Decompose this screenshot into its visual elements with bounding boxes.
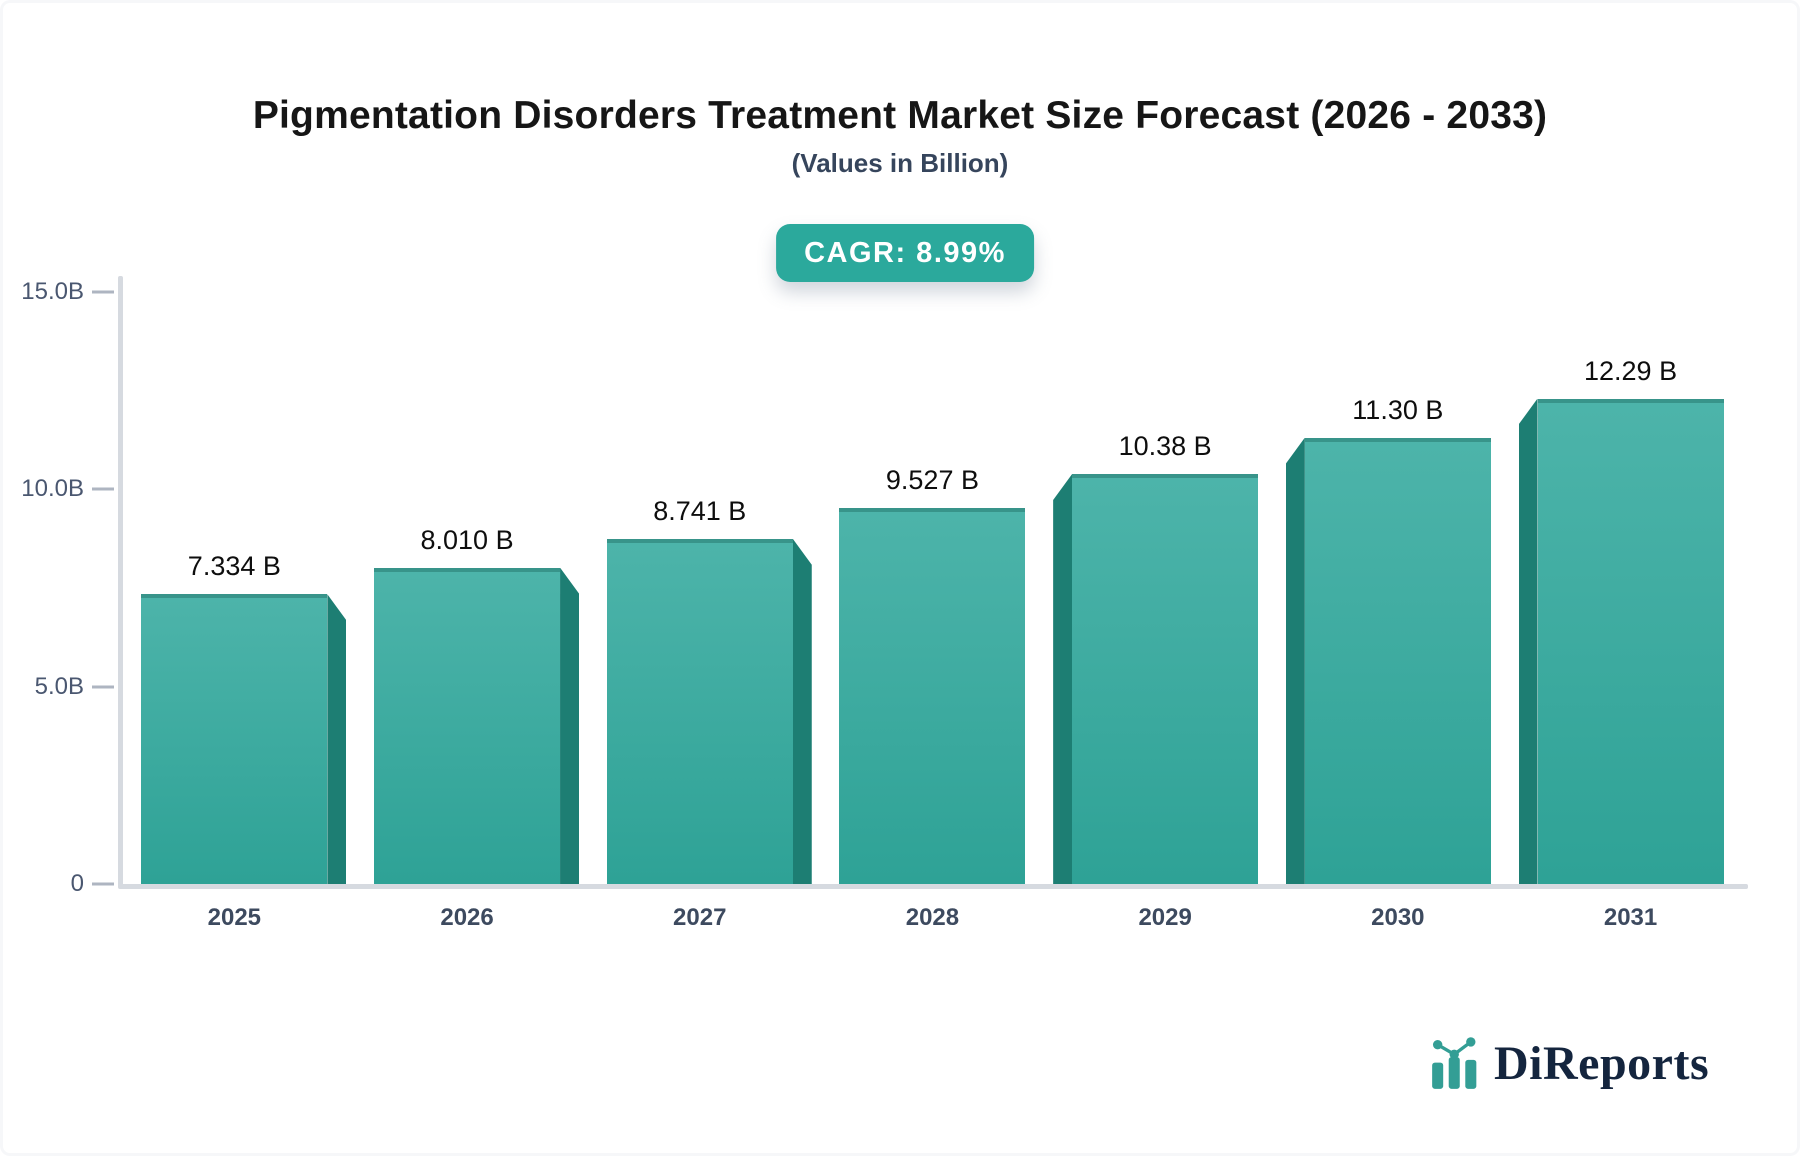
x-axis-label-2029: 2029 [1138,904,1192,931]
bar-2027[interactable] [606,538,793,884]
x-axis-line [118,884,1748,889]
y-tick-label: 5.0B [34,672,84,700]
bar-top-edge [1072,473,1259,478]
cagr-badge: CAGR: 8.99% [776,224,1034,282]
cagr-label: CAGR: 8.99% [804,237,1006,269]
bar-2028[interactable] [839,507,1026,884]
bar-top-edge [374,567,561,572]
bar-side-2030 [1285,437,1305,884]
bar-2030[interactable] [1304,437,1491,884]
mini-bar-chart-icon [1432,1037,1477,1089]
x-axis-label-2030: 2030 [1371,904,1425,931]
bar-top-edge [606,538,793,543]
y-tick-label: 15.0B [21,277,84,305]
y-tick-mark [92,487,114,491]
y-axis-line [118,276,123,888]
x-axis-label-2025: 2025 [207,904,262,931]
bar-top-edge [1304,437,1491,442]
bar-side-2026 [560,567,580,884]
bar-value-label-2026: 8.010 B [420,524,514,555]
bar-top-edge [839,507,1026,512]
y-tick-label: 10.0B [21,475,84,502]
x-axis-label-2026: 2026 [440,904,494,931]
bar-side-2029 [1053,473,1073,884]
logo-text: DiReports [1494,1037,1710,1090]
x-axis-label-2028: 2028 [905,904,960,931]
y-tick-mark [92,685,114,688]
bar-value-label-2027: 8.741 B [653,495,747,526]
chart-subtitle: (Values in Billion) [791,148,1009,178]
bar-side-2031 [1518,398,1538,884]
bar-value-label-2031: 12.29 B [1584,355,1678,386]
x-axis-label-2027: 2027 [673,904,727,931]
bar-2026[interactable] [374,567,561,884]
y-tick-mark [92,882,114,886]
bar-2029[interactable] [1072,473,1259,884]
direports-logo[interactable]: DiReports [1428,1032,1709,1096]
x-axis-label-2031: 2031 [1603,904,1658,931]
bar-value-label-2028: 9.527 B [885,464,979,495]
bar-top-edge [141,594,328,599]
bar-side-2025 [327,594,347,884]
bar-side-2027 [792,538,812,884]
bar-2031[interactable] [1537,398,1724,884]
y-tick-label: 0 [70,870,84,897]
y-tick-mark [92,290,114,293]
bar-value-label-2029: 10.38 B [1118,430,1212,461]
bar-value-label-2030: 11.30 B [1352,394,1444,425]
bar-value-label-2025: 7.334 B [187,551,281,582]
bar-top-edge [1537,398,1724,403]
bar-2025[interactable] [141,594,328,884]
chart-title: Pigmentation Disorders Treatment Market … [252,94,1548,137]
